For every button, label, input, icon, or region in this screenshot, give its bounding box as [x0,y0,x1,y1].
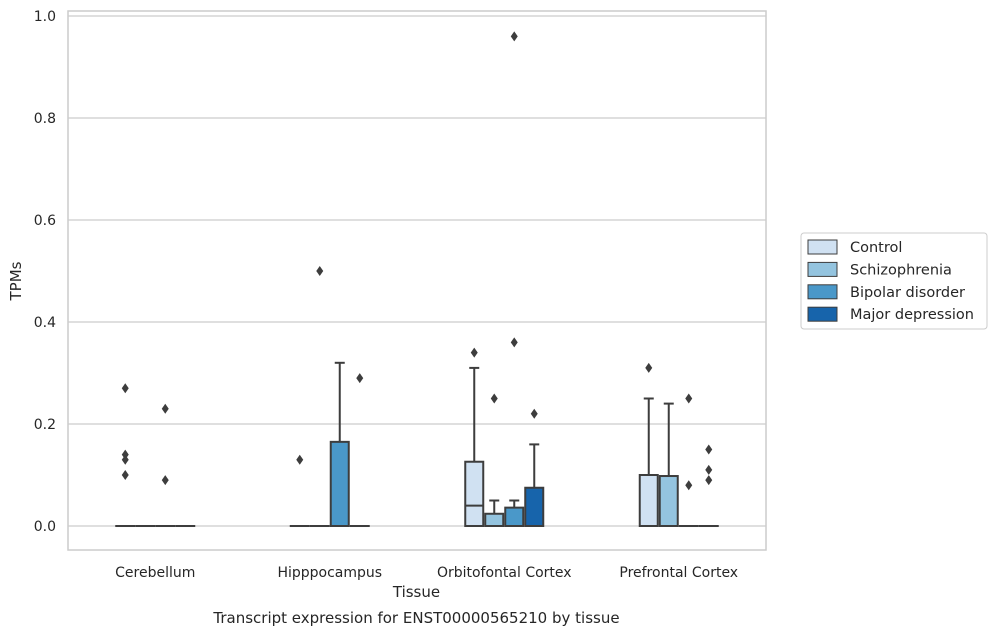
outlier-point [121,454,129,465]
box-major-depression [524,408,545,527]
legend-swatch [807,239,838,255]
outlier-point [356,373,364,384]
legend-label: Schizophrenia [850,262,952,278]
x-tick-label: Hipppocampus [277,565,382,581]
outlier-point [121,383,129,394]
legend-item: Major depression [807,306,974,323]
box-layer [115,31,719,528]
x-tick-label: Cerebellum [115,565,195,581]
y-tick-labels: 0.0 0.2 0.4 0.6 0.8 1.0 [34,9,56,535]
y-axis-label: TPMs [7,261,25,301]
plot-border [67,10,767,551]
box-control [289,454,310,528]
grid-lines [68,15,766,527]
outlier-point [645,362,653,373]
outlier-point [161,403,169,414]
box-major-depression [698,444,719,528]
outlier-point [161,475,169,486]
y-tick-label: 0.2 [34,417,56,433]
x-tick-labels: Cerebellum Hipppocampus Orbitofontal Corte… [115,565,738,581]
legend-item: Schizophrenia [807,261,952,278]
y-tick-label: 0.4 [34,315,56,331]
outlier-point [510,31,518,42]
outlier-point [705,475,713,486]
legend-swatch [807,261,838,277]
y-tick-label: 1.0 [34,9,56,25]
box-bipolar-disorder [329,361,350,528]
x-axis-label: Tissue [392,583,440,601]
legend-swatch [807,284,838,300]
chart-caption: Transcript expression for ENST0000056521… [212,609,619,627]
x-tick-label: Prefrontal Cortex [619,565,738,581]
y-tick-label: 0.8 [34,111,56,127]
y-tick-label: 0.0 [34,519,56,535]
legend-frame [800,232,988,330]
box-bipolar-disorder [155,403,176,528]
outlier-point [470,347,478,358]
outlier-point [510,337,518,348]
box-control [115,383,136,528]
legend-label: Major depression [850,307,974,323]
legend-item: Bipolar disorder [807,284,965,301]
legend-item: Control [807,239,902,256]
x-tick-label: Orbitofontal Cortex [437,565,572,581]
outlier-point [685,393,693,404]
box-schizophrenia [658,402,679,527]
box-body [329,440,350,528]
y-tick-label: 0.6 [34,213,56,229]
outlier-point [705,444,713,455]
box-body [638,474,659,527]
outlier-point [530,408,538,419]
box-body [658,475,679,527]
box-body [464,460,485,527]
legend-label: Bipolar disorder [850,285,965,301]
box-control [638,362,659,527]
box-body [504,506,525,528]
outlier-point [685,480,693,491]
outlier-point [705,464,713,475]
outlier-point [121,470,129,480]
box-major-depression [349,373,370,528]
box-bipolar-disorder [678,393,699,528]
legend-label: Control [850,240,902,256]
outlier-point [490,393,498,404]
outlier-point [121,449,129,460]
box-body [524,486,545,527]
box-schizophrenia [484,393,505,528]
legend: Control Schizophrenia Bipolar disorder Majo… [800,232,988,330]
plot-frame [67,10,767,551]
box-schizophrenia [309,266,330,528]
box-bipolar-disorder [504,31,525,528]
box-body [484,512,505,528]
box-control [464,347,485,527]
outlier-point [296,454,304,465]
legend-swatch [807,306,838,322]
outlier-point [316,266,324,276]
